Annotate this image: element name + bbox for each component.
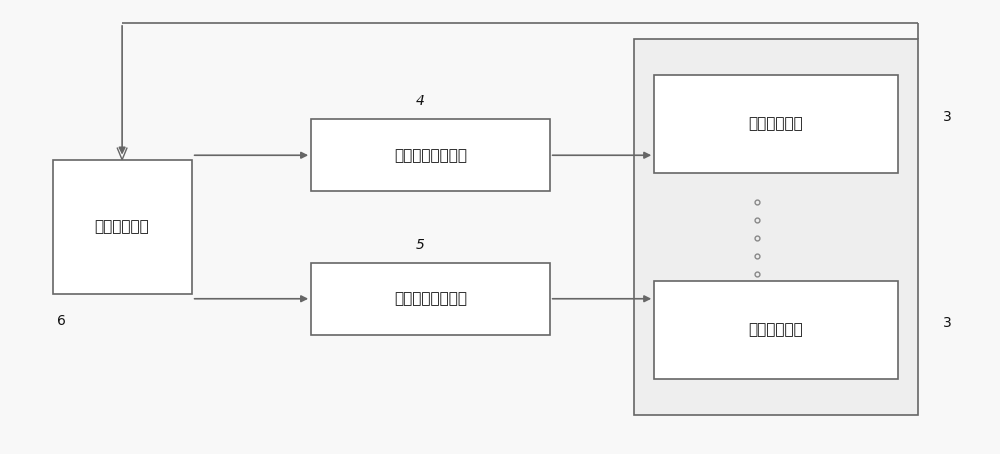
Text: 4: 4 xyxy=(415,94,424,109)
Text: 3: 3 xyxy=(943,110,951,124)
Bar xyxy=(311,263,550,335)
Text: 热电偶测温计: 热电偶测温计 xyxy=(749,116,803,131)
Text: 3: 3 xyxy=(943,316,951,331)
Bar xyxy=(654,74,898,173)
Bar xyxy=(654,281,898,380)
Text: 加热温度控制模块: 加热温度控制模块 xyxy=(394,148,467,163)
Bar xyxy=(311,119,550,191)
Text: 6: 6 xyxy=(57,314,66,328)
Text: 逻辑处理模块: 逻辑处理模块 xyxy=(95,219,149,235)
Bar xyxy=(53,160,192,294)
Text: 加热时长控制模块: 加热时长控制模块 xyxy=(394,291,467,306)
Text: 热电偶测温计: 热电偶测温计 xyxy=(749,323,803,338)
Bar xyxy=(634,39,918,415)
Text: 5: 5 xyxy=(415,238,424,252)
